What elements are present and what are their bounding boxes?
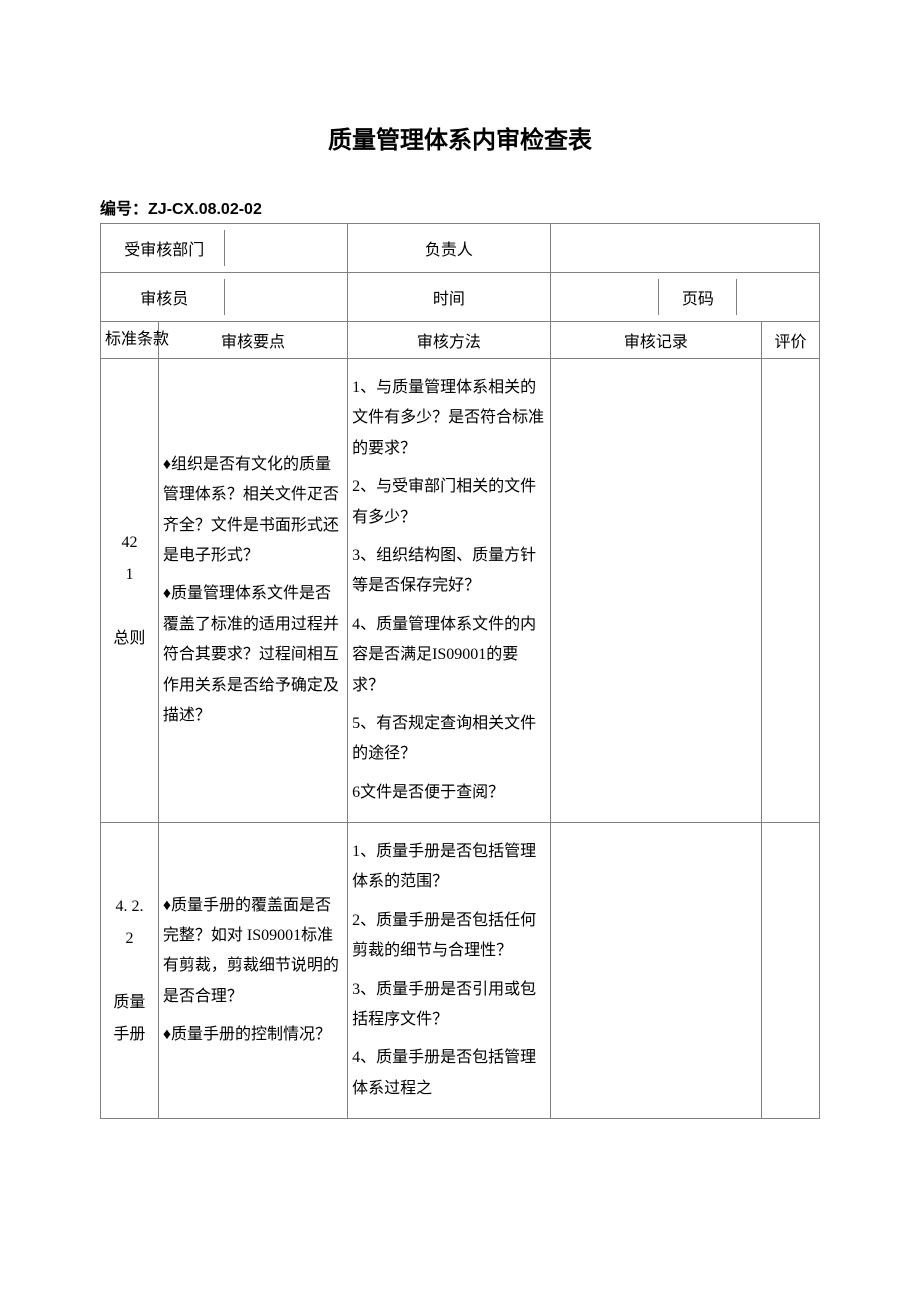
time-label: 时间	[348, 273, 551, 322]
table-row: 4. 2.2 质量手册♦质量手册的覆盖面是否完整？如对 IS09001标准有剪裁…	[101, 823, 820, 1119]
col-eval: 评价	[762, 322, 820, 359]
col-point: 审核要点	[158, 322, 347, 359]
page-value	[737, 279, 815, 315]
doc-no-label: 编号：	[100, 201, 148, 218]
audit-table: 受审核部门 负责人 审核员 时间 页码 标准条款 审核要点 审核方法 审核记录	[100, 223, 820, 1119]
audit-method-cell: 1、与质量管理体系相关的文件有多少？是否符合标准的要求？2、与受审部门相关的文件…	[348, 359, 551, 823]
document-number: 编号：ZJ-CX.08.02-02	[100, 195, 820, 219]
audit-record-cell	[550, 823, 761, 1119]
auditor-label: 审核员	[105, 279, 224, 315]
audit-eval-cell	[762, 823, 820, 1119]
info-row-1: 受审核部门 负责人	[101, 224, 820, 273]
clause-cell: 421 总则	[101, 359, 159, 823]
audit-point-cell: ♦质量手册的覆盖面是否完整？如对 IS09001标准有剪裁，剪裁细节说明的是否合…	[158, 823, 347, 1119]
info-row-2: 审核员 时间 页码	[101, 273, 820, 322]
audit-method-cell: 1、质量手册是否包括管理体系的范围？2、质量手册是否包括任何剪裁的细节与合理性？…	[348, 823, 551, 1119]
owner-label: 负责人	[348, 224, 551, 273]
time-value	[555, 279, 659, 315]
audit-record-cell	[550, 359, 761, 823]
page-title: 质量管理体系内审检查表	[100, 120, 820, 155]
table-row: 421 总则♦组织是否有文化的质量管理体系？相关文件疋否齐全？文件是书面形式还是…	[101, 359, 820, 823]
col-clause: 标准条款	[101, 322, 159, 359]
owner-value	[550, 224, 819, 273]
col-record: 审核记录	[550, 322, 761, 359]
page-label: 页码	[659, 279, 737, 315]
doc-no-value: ZJ-CX.08.02-02	[148, 201, 262, 218]
column-header-row: 标准条款 审核要点 审核方法 审核记录 评价	[101, 322, 820, 359]
dept-value	[224, 230, 343, 266]
col-method: 审核方法	[348, 322, 551, 359]
auditor-value	[224, 279, 343, 315]
audit-point-cell: ♦组织是否有文化的质量管理体系？相关文件疋否齐全？文件是书面形式还是电子形式？♦…	[158, 359, 347, 823]
audit-eval-cell	[762, 359, 820, 823]
clause-cell: 4. 2.2 质量手册	[101, 823, 159, 1119]
dept-label: 受审核部门	[101, 224, 348, 273]
